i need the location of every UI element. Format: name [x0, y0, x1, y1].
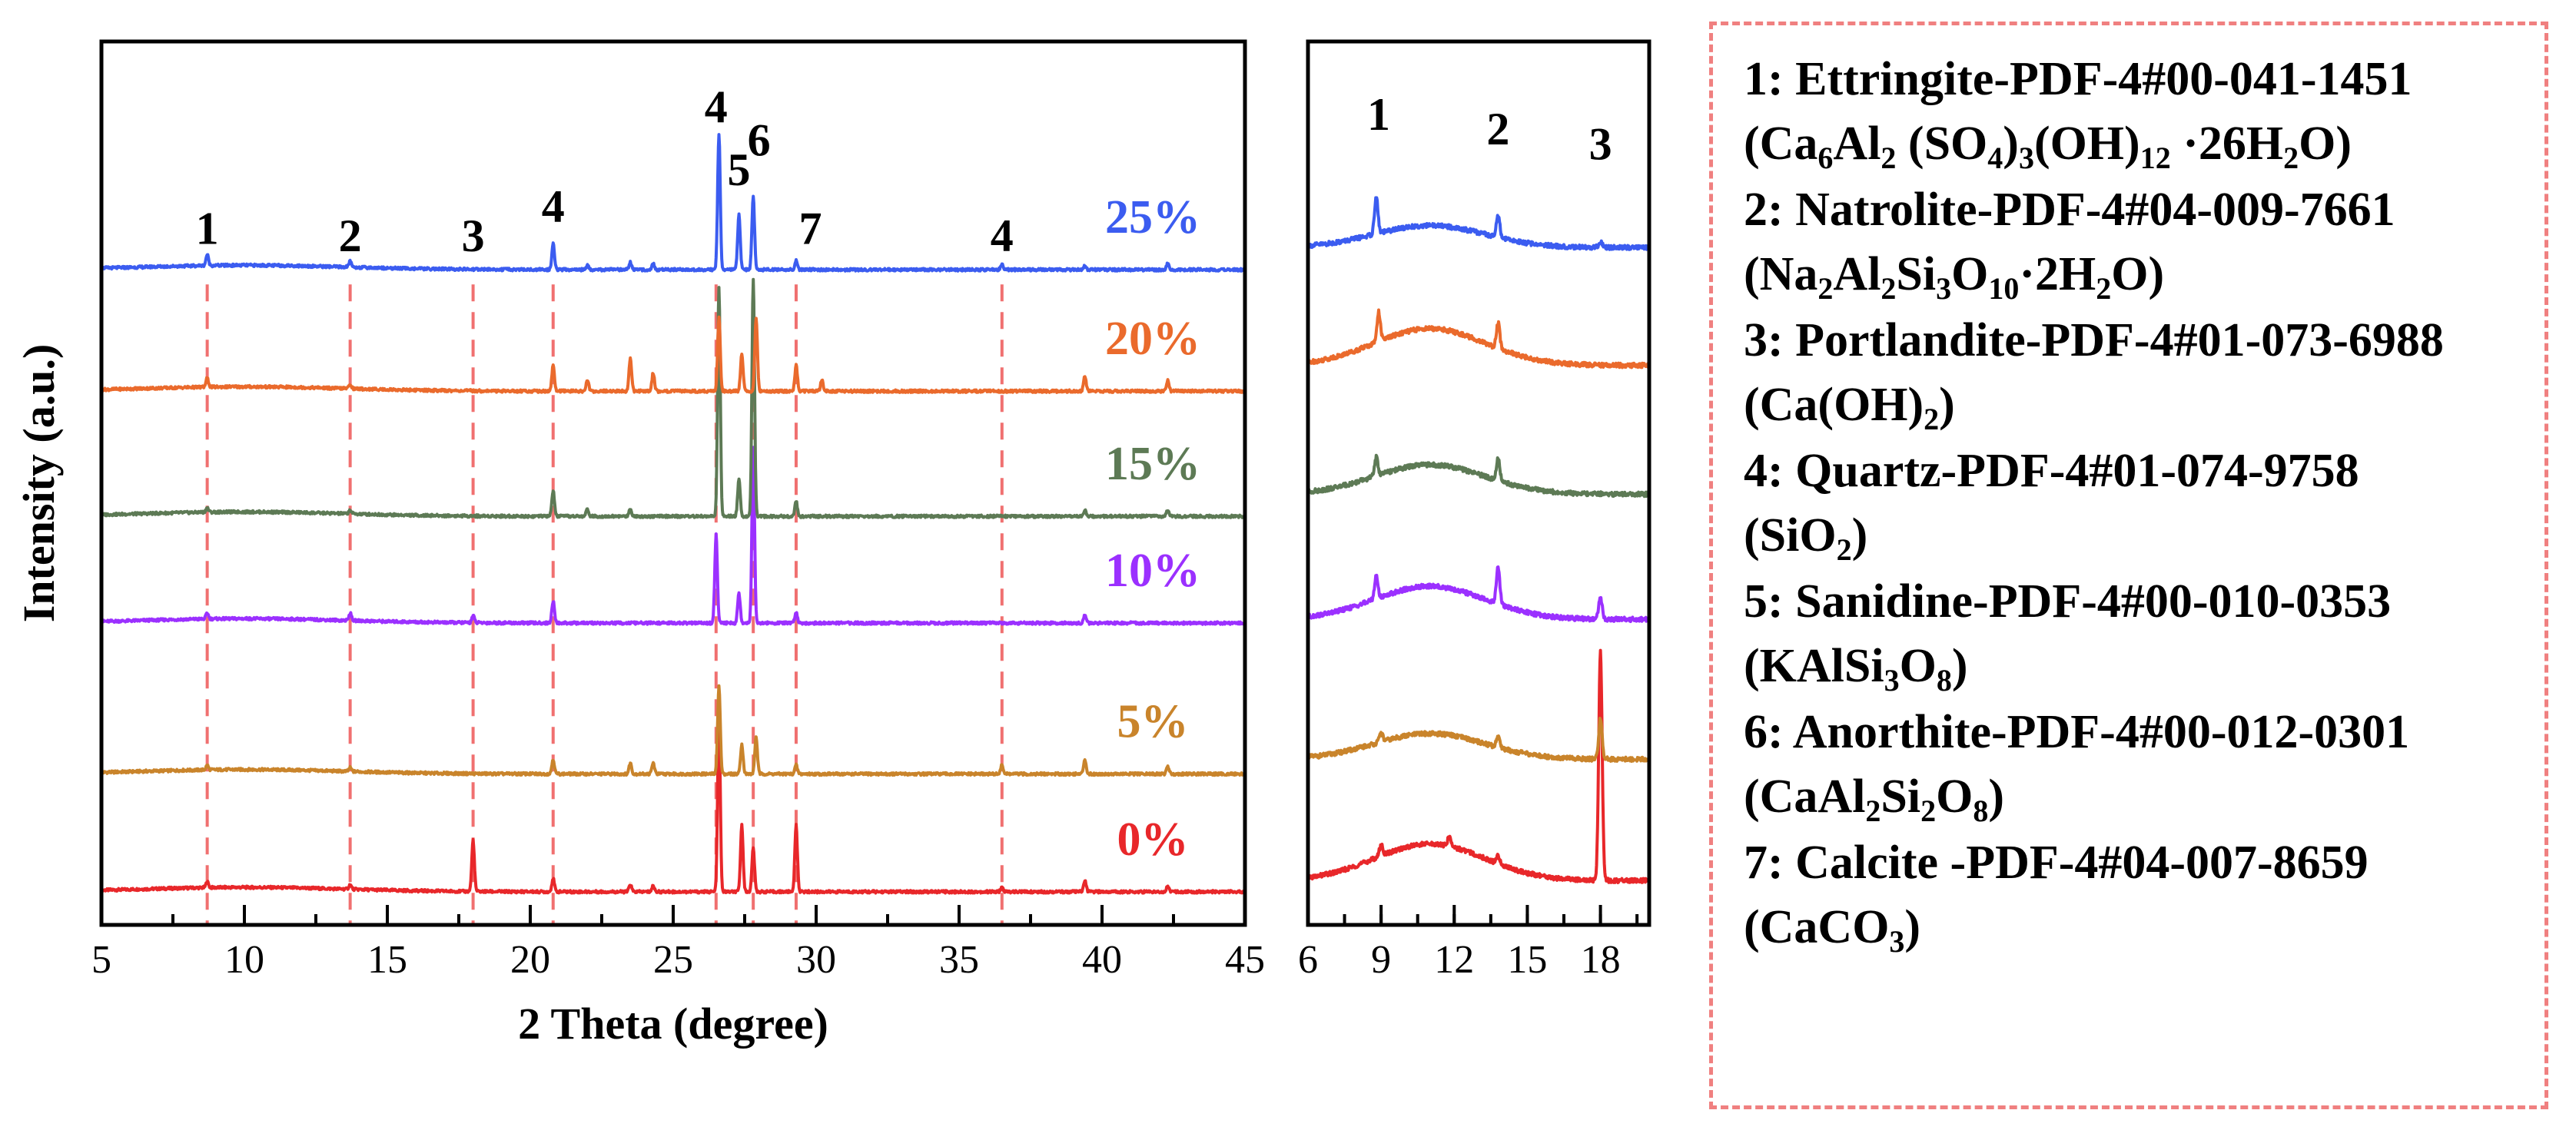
series-label: 25%	[1105, 191, 1200, 244]
peak-label: 2	[1486, 104, 1509, 154]
peak-label: 7	[799, 204, 822, 254]
x-tick-label: 30	[796, 938, 836, 982]
legend-formula: (KAlSi3O8)	[1744, 640, 1968, 698]
legend-phase-name: 3: Portlandite-PDF-4#01-073-6988	[1744, 314, 2444, 366]
legend-formula: (Na2Al2Si3O10·2H2O)	[1744, 248, 2165, 306]
legend-formula: (Ca6Al2 (SO4)3(OH)12 ·26H2O)	[1744, 118, 2352, 175]
x-tick-label: 6	[1298, 938, 1318, 982]
legend-phase-name: 1: Ettringite-PDF-4#00-041-1451	[1744, 53, 2412, 105]
x-tick-label: 15	[1507, 938, 1547, 982]
plot-frame	[99, 39, 1247, 927]
series-line-20pct	[100, 315, 1247, 394]
series-line-0pct	[100, 714, 1247, 895]
peak-label: 4	[705, 81, 728, 132]
zoom-xrd-plot: 1 2 36 9 12 15 18	[1298, 39, 1651, 982]
legend-entry: 2: Natrolite-PDF-4#04-009-7661 (Na2Al2Si3…	[1744, 177, 2525, 307]
x-tick-label: 18	[1581, 938, 1621, 982]
series-line-15pct	[1306, 453, 1651, 499]
legend-phase-name: 5: Sanidine-PDF-4#00-010-0353	[1744, 575, 2392, 628]
series-label: 0%	[1117, 814, 1189, 866]
series-line-15pct	[100, 277, 1247, 519]
series-line-5pct	[1306, 717, 1651, 763]
series-label: 5%	[1117, 696, 1189, 748]
x-tick-label: 5	[91, 938, 111, 982]
legend-formula: (SiO2)	[1744, 509, 1868, 567]
x-axis-title: 2 Theta (degree)	[518, 999, 828, 1049]
series-line-5pct	[100, 684, 1247, 777]
x-tick-label: 25	[653, 938, 693, 982]
peak-label: 4	[991, 210, 1014, 261]
x-tick-label: 20	[510, 938, 550, 982]
legend-formula: (CaAl2Si2O8)	[1744, 770, 2005, 828]
peak-label: 5	[728, 144, 751, 195]
peak-label: 3	[462, 210, 485, 261]
x-tick-label: 9	[1371, 938, 1391, 982]
series-line-10pct	[100, 446, 1247, 626]
x-tick-label: 35	[939, 938, 979, 982]
series-line-10pct	[1306, 565, 1651, 624]
series-label: 10%	[1105, 545, 1200, 597]
legend-formula: (Ca(OH)2)	[1744, 379, 1955, 436]
legend-phase-name: 4: Quartz-PDF-4#01-074-9758	[1744, 445, 2359, 497]
legend-entry: 7: Calcite -PDF-4#04-007-8659 (CaCO3)	[1744, 830, 2525, 959]
series-label: 20%	[1105, 313, 1200, 365]
legend-entry: 4: Quartz-PDF-4#01-074-9758 (SiO2)	[1744, 439, 2525, 568]
peak-label: 2	[339, 210, 362, 261]
peak-label: 6	[748, 115, 771, 166]
legend-formula: (CaCO3)	[1744, 901, 1921, 959]
series-label: 15%	[1105, 438, 1200, 490]
legend-entry: 6: Anorthite-PDF-4#00-012-0301 (CaAl2Si2O…	[1744, 700, 2525, 829]
x-tick-label: 12	[1434, 938, 1474, 982]
legend-entry: 1: Ettringite-PDF-4#00-041-1451 (Ca6Al2 (…	[1744, 47, 2525, 176]
x-tick-label: 40	[1082, 938, 1122, 982]
legend-phase-name: 2: Natrolite-PDF-4#04-009-7661	[1744, 184, 2395, 236]
legend-phase-name: 6: Anorthite-PDF-4#00-012-0301	[1744, 706, 2410, 758]
x-tick-label: 10	[224, 938, 264, 982]
series-line-0pct	[1306, 648, 1651, 884]
peak-label: 3	[1589, 118, 1612, 169]
y-axis-title: Intensity (a.u.)	[14, 344, 64, 623]
peak-label: 1	[196, 204, 219, 254]
series-line-25pct	[1306, 196, 1651, 251]
peak-label: 1	[1367, 89, 1390, 140]
phase-legend: 1: Ettringite-PDF-4#00-041-1451 (Ca6Al2 (…	[1709, 22, 2548, 1109]
x-tick-label: 15	[367, 938, 407, 982]
legend-entry: 3: Portlandite-PDF-4#01-073-6988 (Ca(OH)2…	[1744, 308, 2525, 437]
series-line-20pct	[1306, 308, 1651, 370]
legend-phase-name: 7: Calcite -PDF-4#04-007-8659	[1744, 837, 2369, 889]
x-tick-label: 45	[1225, 938, 1265, 982]
peak-label: 4	[542, 181, 565, 232]
legend-entry: 5: Sanidine-PDF-4#00-010-0353 (KAlSi3O8)	[1744, 569, 2525, 698]
series-line-25pct	[100, 133, 1247, 273]
plot-frame	[1306, 39, 1651, 927]
